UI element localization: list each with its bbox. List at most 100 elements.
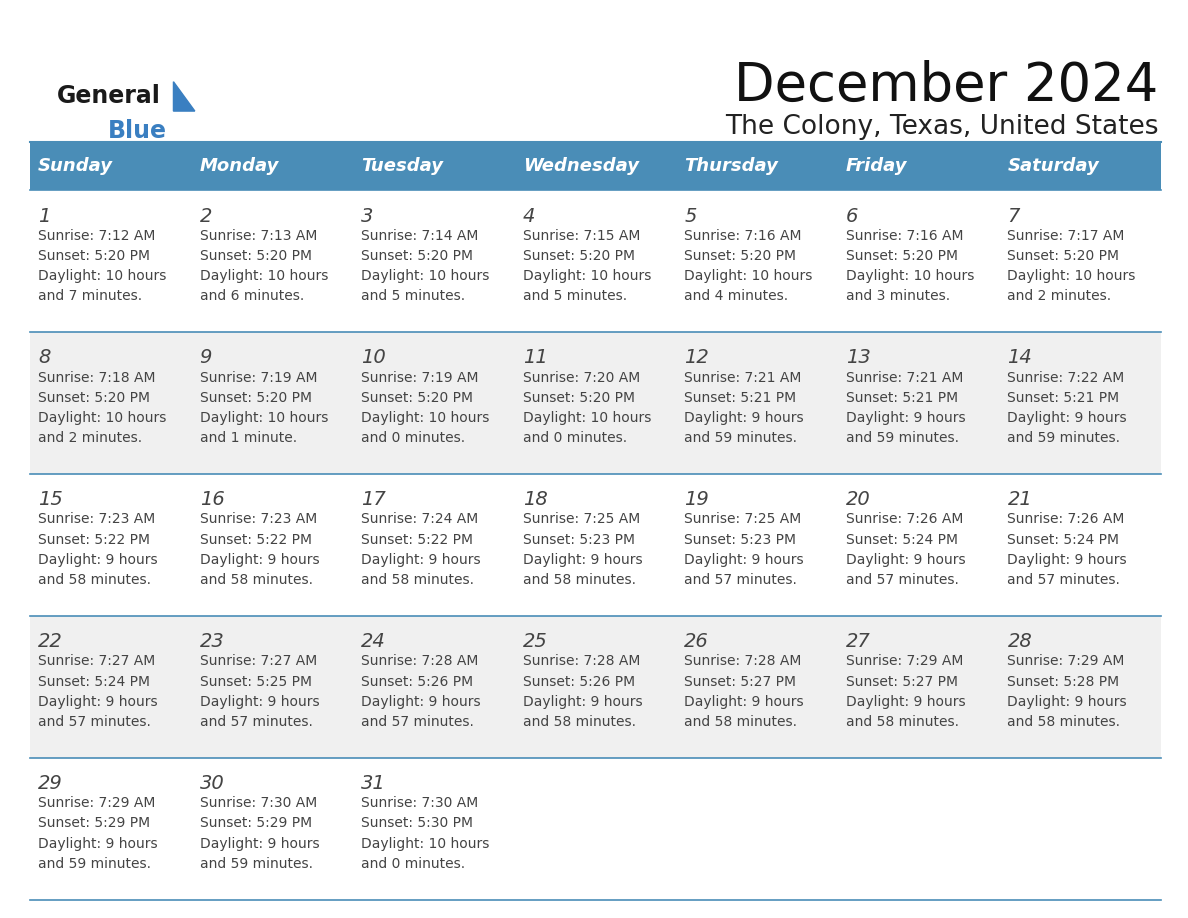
Text: and 0 minutes.: and 0 minutes.	[361, 856, 466, 871]
Text: Sunset: 5:20 PM: Sunset: 5:20 PM	[200, 391, 311, 405]
Text: The Colony, Texas, United States: The Colony, Texas, United States	[725, 114, 1158, 140]
Text: Daylight: 9 hours: Daylight: 9 hours	[200, 695, 320, 709]
Text: Sunrise: 7:23 AM: Sunrise: 7:23 AM	[200, 512, 317, 526]
Text: and 57 minutes.: and 57 minutes.	[684, 573, 797, 587]
Bar	[676, 142, 838, 190]
Text: and 57 minutes.: and 57 minutes.	[38, 715, 151, 729]
Text: Sunset: 5:24 PM: Sunset: 5:24 PM	[38, 675, 150, 688]
Text: 19: 19	[684, 490, 709, 509]
Text: 16: 16	[200, 490, 225, 509]
Text: and 0 minutes.: and 0 minutes.	[523, 431, 627, 445]
Text: Sunset: 5:26 PM: Sunset: 5:26 PM	[361, 675, 473, 688]
Text: 4: 4	[523, 207, 535, 226]
Text: Sunset: 5:20 PM: Sunset: 5:20 PM	[38, 249, 150, 263]
Bar	[30, 757, 191, 900]
Text: Sunrise: 7:30 AM: Sunrise: 7:30 AM	[200, 796, 317, 811]
Text: Sunset: 5:21 PM: Sunset: 5:21 PM	[684, 391, 796, 405]
Text: Sunset: 5:29 PM: Sunset: 5:29 PM	[200, 816, 311, 831]
Text: 1: 1	[38, 207, 50, 226]
Text: Daylight: 10 hours: Daylight: 10 hours	[38, 411, 166, 425]
Text: Sunrise: 7:30 AM: Sunrise: 7:30 AM	[361, 796, 479, 811]
Text: Daylight: 9 hours: Daylight: 9 hours	[523, 553, 643, 566]
Text: Daylight: 9 hours: Daylight: 9 hours	[684, 553, 804, 566]
Text: 31: 31	[361, 774, 386, 793]
Polygon shape	[173, 82, 195, 111]
Text: Daylight: 9 hours: Daylight: 9 hours	[361, 695, 481, 709]
Text: 5: 5	[684, 207, 696, 226]
Text: Sunrise: 7:21 AM: Sunrise: 7:21 AM	[846, 371, 963, 385]
Text: and 57 minutes.: and 57 minutes.	[1007, 573, 1120, 587]
Text: Sunset: 5:22 PM: Sunset: 5:22 PM	[200, 532, 311, 546]
Bar	[838, 142, 999, 190]
Text: 20: 20	[846, 490, 871, 509]
Text: Daylight: 9 hours: Daylight: 9 hours	[1007, 695, 1127, 709]
Text: Sunrise: 7:25 AM: Sunrise: 7:25 AM	[684, 512, 802, 526]
Text: 18: 18	[523, 490, 548, 509]
Text: Sunset: 5:22 PM: Sunset: 5:22 PM	[38, 532, 150, 546]
Bar	[353, 616, 514, 757]
Text: and 58 minutes.: and 58 minutes.	[523, 573, 636, 587]
Text: Sunset: 5:25 PM: Sunset: 5:25 PM	[200, 675, 311, 688]
Text: and 4 minutes.: and 4 minutes.	[684, 289, 789, 303]
Text: Daylight: 9 hours: Daylight: 9 hours	[846, 411, 966, 425]
Text: and 58 minutes.: and 58 minutes.	[361, 573, 474, 587]
Text: Sunrise: 7:23 AM: Sunrise: 7:23 AM	[38, 512, 156, 526]
Text: Sunrise: 7:27 AM: Sunrise: 7:27 AM	[200, 655, 317, 668]
Text: Daylight: 10 hours: Daylight: 10 hours	[200, 269, 328, 283]
Text: Sunset: 5:24 PM: Sunset: 5:24 PM	[1007, 532, 1119, 546]
Text: and 58 minutes.: and 58 minutes.	[200, 573, 312, 587]
Text: Sunrise: 7:14 AM: Sunrise: 7:14 AM	[361, 229, 479, 242]
Bar	[514, 616, 676, 757]
Text: 3: 3	[361, 207, 373, 226]
Text: 2: 2	[200, 207, 211, 226]
Bar	[191, 474, 353, 616]
Text: and 6 minutes.: and 6 minutes.	[200, 289, 304, 303]
Text: Daylight: 9 hours: Daylight: 9 hours	[361, 553, 481, 566]
Text: 22: 22	[38, 633, 63, 651]
Text: Sunset: 5:20 PM: Sunset: 5:20 PM	[361, 249, 473, 263]
Text: Sunrise: 7:21 AM: Sunrise: 7:21 AM	[684, 371, 802, 385]
Text: Sunrise: 7:22 AM: Sunrise: 7:22 AM	[1007, 371, 1125, 385]
Text: Sunrise: 7:19 AM: Sunrise: 7:19 AM	[200, 371, 317, 385]
Text: Daylight: 10 hours: Daylight: 10 hours	[684, 269, 813, 283]
Text: Sunrise: 7:20 AM: Sunrise: 7:20 AM	[523, 371, 640, 385]
Text: 13: 13	[846, 349, 871, 367]
Text: and 59 minutes.: and 59 minutes.	[38, 856, 151, 871]
Text: Daylight: 10 hours: Daylight: 10 hours	[38, 269, 166, 283]
Text: Sunset: 5:22 PM: Sunset: 5:22 PM	[361, 532, 473, 546]
Text: Sunrise: 7:16 AM: Sunrise: 7:16 AM	[846, 229, 963, 242]
Text: 7: 7	[1007, 207, 1019, 226]
Text: and 2 minutes.: and 2 minutes.	[1007, 289, 1112, 303]
Text: Sunrise: 7:16 AM: Sunrise: 7:16 AM	[684, 229, 802, 242]
Text: Monday: Monday	[200, 157, 279, 175]
Bar	[191, 142, 353, 190]
Bar	[999, 332, 1161, 474]
Text: and 59 minutes.: and 59 minutes.	[684, 431, 797, 445]
Text: Daylight: 9 hours: Daylight: 9 hours	[38, 553, 158, 566]
Bar	[676, 757, 838, 900]
Bar	[838, 190, 999, 332]
Text: 23: 23	[200, 633, 225, 651]
Text: 15: 15	[38, 490, 63, 509]
Text: Sunrise: 7:24 AM: Sunrise: 7:24 AM	[361, 512, 479, 526]
Text: Sunday: Sunday	[38, 157, 113, 175]
Text: 9: 9	[200, 349, 211, 367]
Text: Daylight: 9 hours: Daylight: 9 hours	[523, 695, 643, 709]
Text: Daylight: 9 hours: Daylight: 9 hours	[684, 411, 804, 425]
Bar	[30, 190, 191, 332]
Text: December 2024: December 2024	[734, 61, 1158, 112]
Text: and 58 minutes.: and 58 minutes.	[846, 715, 959, 729]
Bar	[838, 616, 999, 757]
Text: and 5 minutes.: and 5 minutes.	[523, 289, 627, 303]
Text: Daylight: 9 hours: Daylight: 9 hours	[1007, 411, 1127, 425]
Bar	[191, 332, 353, 474]
Text: Sunset: 5:28 PM: Sunset: 5:28 PM	[1007, 675, 1119, 688]
Bar	[30, 332, 191, 474]
Text: and 58 minutes.: and 58 minutes.	[523, 715, 636, 729]
Text: Daylight: 10 hours: Daylight: 10 hours	[200, 411, 328, 425]
Text: Daylight: 10 hours: Daylight: 10 hours	[361, 269, 489, 283]
Text: Daylight: 9 hours: Daylight: 9 hours	[846, 553, 966, 566]
Text: Sunset: 5:30 PM: Sunset: 5:30 PM	[361, 816, 473, 831]
Text: Sunset: 5:20 PM: Sunset: 5:20 PM	[1007, 249, 1119, 263]
Text: Sunrise: 7:19 AM: Sunrise: 7:19 AM	[361, 371, 479, 385]
